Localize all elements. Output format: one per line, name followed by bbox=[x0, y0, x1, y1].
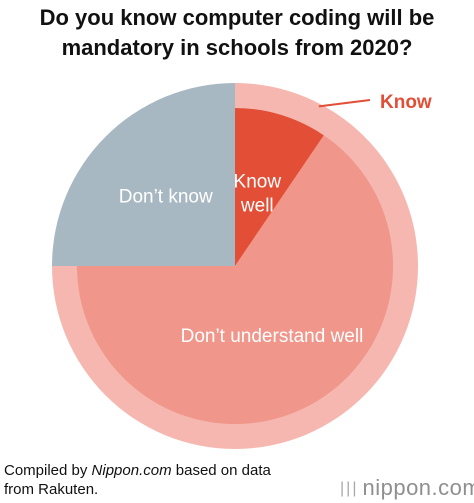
source-note: Compiled by Nippon.com based on data fro… bbox=[4, 461, 271, 499]
chart-title-line-2: mandatory in schools from 2020? bbox=[61, 35, 413, 60]
know-leader-line bbox=[318, 99, 371, 108]
pie-slice-2 bbox=[77, 135, 393, 425]
source-site: Nippon.com bbox=[91, 462, 172, 479]
source-suffix: based on data bbox=[171, 462, 271, 479]
slice-label-2: Don’t understand well bbox=[181, 326, 364, 347]
chart-title-line-1: Do you know computer coding will be bbox=[39, 5, 435, 30]
slice-label-1-part-2: well bbox=[240, 196, 274, 217]
source-line-2: from Rakuten. bbox=[4, 481, 99, 498]
outer-ring-label: Know bbox=[380, 92, 432, 113]
logo-text: nippon.com bbox=[362, 475, 474, 500]
pie-slice-1 bbox=[235, 108, 324, 266]
source-prefix: Compiled by bbox=[4, 462, 92, 479]
source-line-1: Compiled by Nippon.com based on data bbox=[4, 461, 271, 480]
slice-label-1-part-1: Know bbox=[234, 172, 282, 193]
slice-label-3: Don’t know bbox=[119, 187, 213, 208]
nippon-logo: ||| nippon.com bbox=[340, 475, 474, 501]
logo-mark-icon: ||| bbox=[340, 480, 359, 497]
chart-title: Do you know computer coding will be mand… bbox=[0, 3, 474, 63]
pie-slice-3 bbox=[52, 83, 235, 266]
